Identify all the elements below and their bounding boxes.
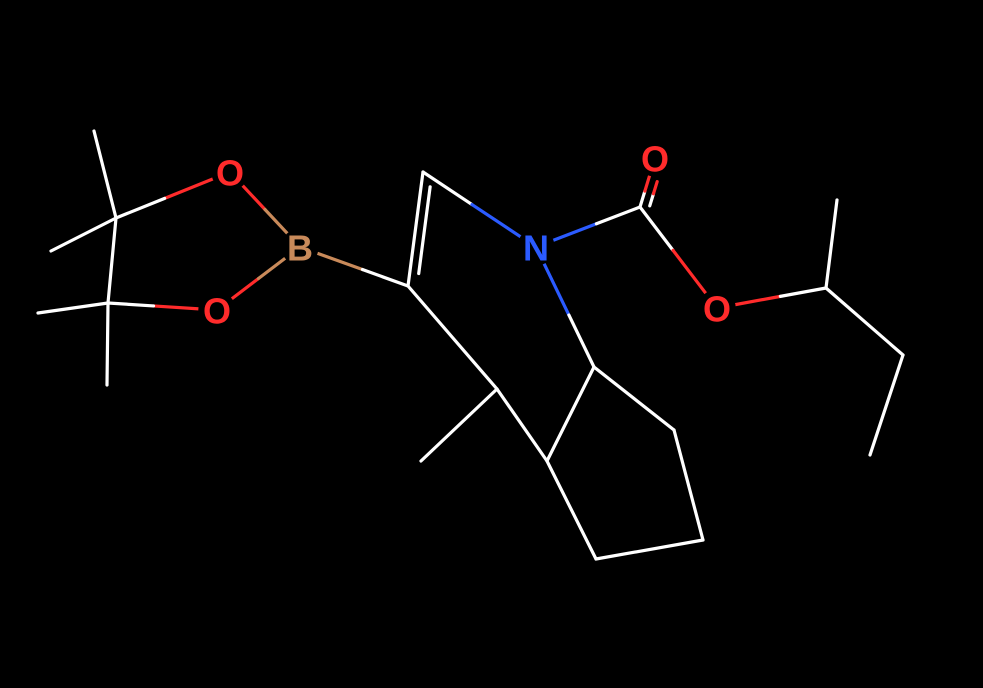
atom-label-o: O	[641, 139, 669, 180]
atom-label-b: B	[287, 228, 313, 269]
molecule-diagram: O O B N O O	[0, 0, 983, 688]
atom-label-o: O	[216, 153, 244, 194]
atom-label-o: O	[203, 291, 231, 332]
atom-label-o: O	[703, 289, 731, 330]
atom-label-n: N	[523, 228, 549, 269]
